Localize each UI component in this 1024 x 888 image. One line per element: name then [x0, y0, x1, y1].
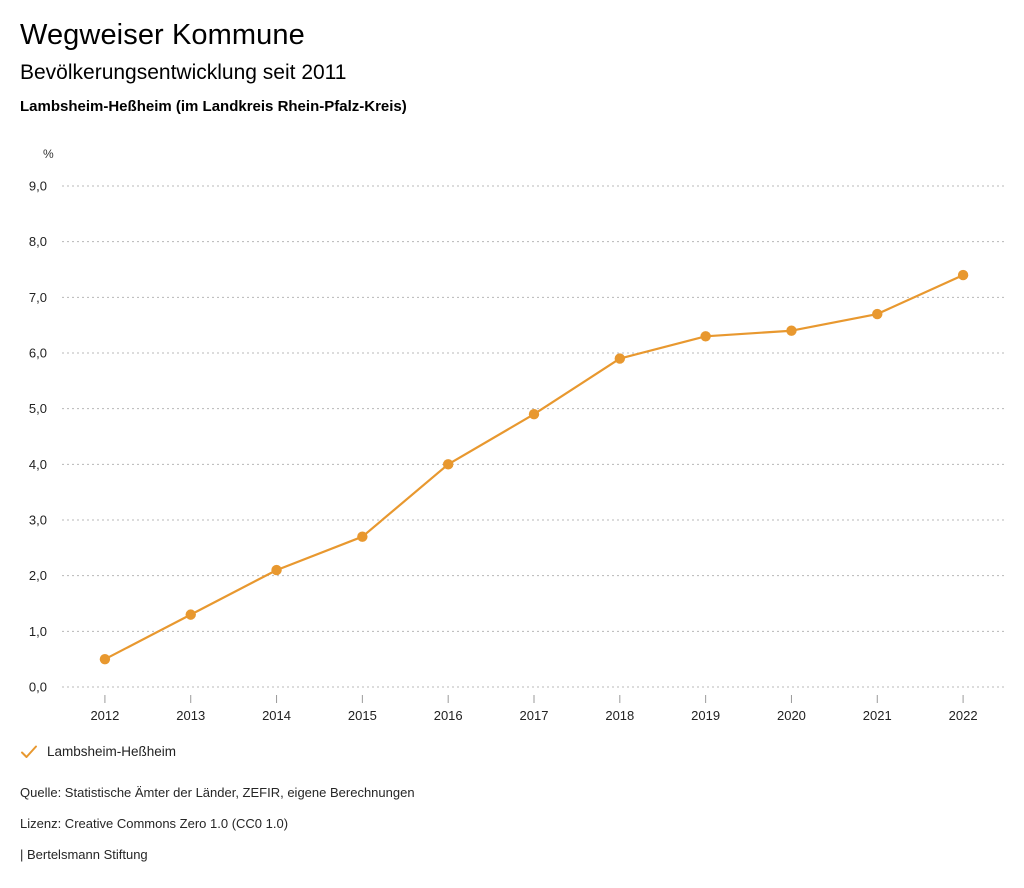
- gridlines-group: [62, 185, 1006, 688]
- y-axis-ticks-group: 0,0 1,0 2,0 3,0 4,0 5,0 6,0 7,0 8,0 9,0: [29, 179, 47, 695]
- data-point-marker[interactable]: [872, 308, 883, 320]
- y-axis-tick-label: 7,0: [29, 290, 47, 305]
- license-line: Lizenz: Creative Commons Zero 1.0 (CC0 1…: [20, 816, 289, 831]
- x-axis-tick-label: 2014: [262, 708, 291, 723]
- x-axis-ticks-group: 2012 2013 2014 2015 2016 2017 2018 2019 2020 2021…: [90, 695, 978, 723]
- y-axis-tick-label: 6,0: [29, 346, 47, 361]
- x-axis-tick-label: 2020: [777, 708, 806, 723]
- y-axis-tick-label: 3,0: [29, 513, 47, 528]
- y-axis-tick-label: 1,0: [29, 624, 47, 639]
- data-point-marker[interactable]: [442, 459, 454, 470]
- x-axis-tick-label: 2013: [176, 708, 205, 723]
- data-point-marker[interactable]: [614, 353, 626, 364]
- x-axis-tick-label: 2018: [605, 708, 634, 723]
- y-axis-tick-label: 2,0: [29, 568, 47, 583]
- x-axis-tick-label: 2015: [348, 708, 377, 723]
- y-axis-tick-label: 5,0: [29, 401, 47, 416]
- data-point-marker[interactable]: [700, 331, 711, 342]
- series-points-group: [99, 269, 969, 665]
- legend-item-label: Lambsheim-Heßheim: [47, 744, 177, 759]
- data-point-marker[interactable]: [528, 409, 540, 420]
- x-axis-tick-label: 2012: [90, 708, 119, 723]
- data-point-marker[interactable]: [357, 531, 368, 542]
- data-point-marker[interactable]: [271, 564, 282, 576]
- check-icon: [21, 745, 37, 758]
- chart-legend[interactable]: Lambsheim-Heßheim: [20, 744, 176, 760]
- region-label: Lambsheim-Heßheim (im Landkreis Rhein-Pf…: [20, 98, 407, 115]
- chart-footer: Quelle: Statistische Ämter der Länder, Z…: [20, 785, 1000, 863]
- data-point-marker[interactable]: [786, 325, 797, 336]
- chart-header: Wegweiser Kommune Bevölkerungsentwicklun…: [20, 18, 1000, 116]
- y-axis-tick-label: 0,0: [29, 680, 47, 695]
- page-title: Wegweiser Kommune: [20, 19, 305, 51]
- line-chart-plot: 0,01,02,03,04,05,06,07,08,09,0 2012 2013 2…: [29, 179, 1006, 723]
- series-line-group: [103, 273, 965, 661]
- y-axis-tick-label: 9,0: [29, 179, 47, 194]
- y-axis-tick-label: 8,0: [29, 234, 47, 249]
- x-axis-tick-label: 2016: [434, 708, 463, 723]
- x-axis-tick-label: 2021: [863, 708, 892, 723]
- x-axis-tick-label: 2022: [949, 708, 978, 723]
- page-subtitle: Bevölkerungsentwicklung seit 2011: [20, 61, 347, 84]
- y-axis-tick-label: 4,0: [29, 457, 47, 472]
- chart-area: % 0,0 1,0 2,0 3,0 4,0 5,0 6,0 7,0 8,0 9,0 2012 201…: [0, 140, 1024, 730]
- source-line: Quelle: Statistische Ämter der Länder, Z…: [20, 785, 415, 800]
- data-point-marker[interactable]: [99, 653, 111, 665]
- x-axis-tick-label: 2017: [520, 708, 549, 723]
- y-axis-unit-label: %: [43, 147, 54, 161]
- x-axis-tick-label: 2019: [691, 708, 720, 723]
- data-point-marker[interactable]: [185, 609, 196, 620]
- data-point-marker[interactable]: [957, 269, 969, 281]
- publisher-line: | Bertelsmann Stiftung: [20, 847, 148, 862]
- series-line: [103, 273, 965, 661]
